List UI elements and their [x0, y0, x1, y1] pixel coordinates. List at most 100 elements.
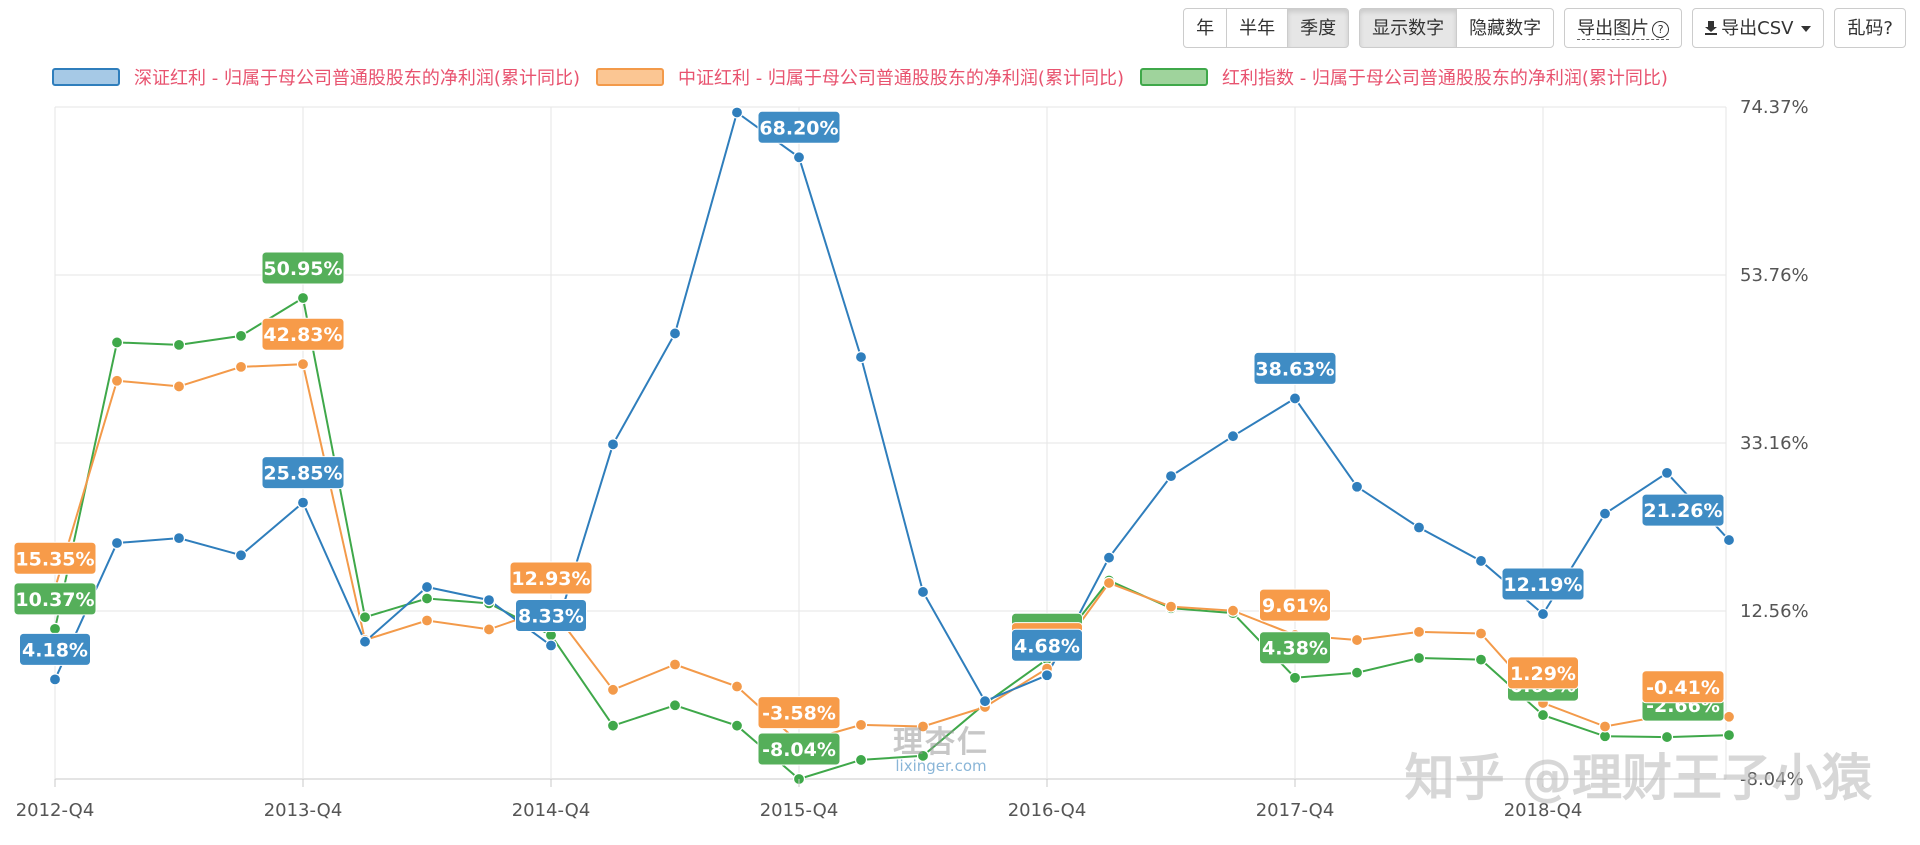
data-label-text: -0.41% [1646, 677, 1720, 699]
data-point[interactable] [48, 673, 62, 686]
data-label: 8.33% [515, 599, 587, 633]
legend-swatch-hongli [1139, 68, 1208, 86]
y-tick-label: 12.56% [1740, 601, 1809, 622]
data-point[interactable] [420, 580, 434, 594]
data-point[interactable] [606, 719, 620, 732]
data-point[interactable] [1288, 671, 1302, 684]
show-numbers-button[interactable]: 显示数字 [1359, 8, 1458, 48]
data-point[interactable] [1474, 554, 1488, 568]
y-tick-label: 74.37% [1740, 97, 1809, 118]
data-label-box [1641, 493, 1725, 527]
data-point[interactable] [420, 592, 434, 605]
data-point[interactable] [1412, 651, 1426, 665]
zhihu-watermark: 知乎 @理财王子小猿 [1404, 749, 1872, 807]
legend-item-shenzheng[interactable]: 深证红利 - 归属于母公司普通股股东的净利润(累计同比) [52, 64, 580, 90]
data-point[interactable] [1288, 392, 1302, 405]
data-point[interactable] [668, 327, 682, 340]
data-point[interactable] [1412, 625, 1426, 638]
data-point[interactable] [606, 683, 620, 696]
data-point[interactable] [1598, 720, 1612, 733]
data-point[interactable] [854, 350, 868, 364]
data-point[interactable] [1040, 669, 1054, 682]
period-half-year-button[interactable]: 半年 [1226, 8, 1289, 48]
data-point[interactable] [854, 718, 868, 731]
export-image-group: 导出图片? [1564, 8, 1683, 48]
data-point[interactable] [606, 438, 620, 451]
data-point[interactable] [1412, 521, 1426, 534]
data-point[interactable] [110, 336, 124, 349]
data-point[interactable] [1350, 666, 1364, 679]
data-point[interactable] [668, 658, 682, 671]
export-csv-button[interactable]: 导出CSV [1692, 8, 1825, 48]
data-point[interactable] [1350, 480, 1364, 493]
data-point[interactable] [172, 338, 186, 351]
data-point[interactable] [172, 532, 186, 545]
data-label-box [13, 541, 97, 575]
data-label: 12.93% [509, 561, 593, 595]
period-year-button[interactable]: 年 [1183, 8, 1228, 48]
export-csv-label: 导出CSV [1721, 18, 1794, 39]
data-point[interactable] [1226, 430, 1240, 443]
lixinger-logo-watermark: 理杏仁 lixinger.com [893, 717, 989, 775]
data-point[interactable] [1102, 551, 1116, 564]
data-point[interactable] [1660, 466, 1674, 479]
data-point[interactable] [234, 360, 248, 373]
data-point[interactable] [1722, 533, 1736, 547]
data-label-text: 1.29% [1510, 663, 1576, 685]
data-point[interactable] [1474, 653, 1488, 666]
data-point[interactable] [1350, 633, 1364, 647]
data-point[interactable] [48, 622, 62, 635]
data-label-box [1259, 631, 1331, 665]
data-label-box [1259, 588, 1331, 622]
data-point[interactable] [482, 623, 496, 636]
data-point[interactable] [916, 749, 930, 762]
garbled-help-button[interactable]: 乱码? [1834, 8, 1906, 48]
data-label: -8.04% [757, 732, 841, 766]
data-point[interactable] [482, 593, 496, 607]
x-tick-label: 2012-Q4 [16, 800, 95, 821]
data-label: 9.61% [1259, 588, 1331, 622]
legend-item-hongli[interactable]: 红利指数 - 归属于母公司普通股股东的净利润(累计同比) [1139, 64, 1668, 90]
legend-item-zhongzheng[interactable]: 中证红利 - 归属于母公司普通股股东的净利润(累计同比) [595, 64, 1124, 90]
data-point[interactable] [544, 639, 558, 652]
series-line-0 [54, 110, 1730, 703]
data-point[interactable] [916, 585, 930, 599]
x-tick-label: 2014-Q4 [512, 800, 591, 821]
data-label-box [1501, 567, 1585, 601]
data-point[interactable] [1164, 470, 1178, 483]
data-point[interactable] [1102, 576, 1116, 590]
logo-en-text: lixinger.com [895, 757, 987, 775]
data-point[interactable] [978, 695, 992, 708]
data-point[interactable] [110, 374, 124, 387]
data-point[interactable] [296, 496, 310, 509]
data-point[interactable] [1164, 600, 1178, 613]
data-point[interactable] [1536, 607, 1550, 621]
data-point[interactable] [234, 549, 248, 562]
data-point[interactable] [792, 151, 806, 164]
data-point[interactable] [172, 380, 186, 393]
data-label-box [1011, 628, 1083, 662]
data-point[interactable] [420, 614, 434, 627]
period-quarter-button[interactable]: 季度 [1287, 8, 1350, 48]
hide-numbers-button[interactable]: 隐藏数字 [1456, 8, 1555, 48]
export-image-button[interactable]: 导出图片? [1564, 8, 1683, 48]
data-point[interactable] [854, 753, 868, 767]
data-point[interactable] [730, 680, 744, 693]
data-point[interactable] [730, 106, 744, 119]
data-point[interactable] [358, 611, 372, 624]
data-point[interactable] [1474, 627, 1488, 640]
data-point[interactable] [1722, 710, 1736, 723]
data-point[interactable] [1722, 729, 1736, 742]
data-point[interactable] [296, 291, 310, 305]
data-point[interactable] [358, 635, 372, 648]
data-point[interactable] [668, 699, 682, 712]
data-point[interactable] [1536, 708, 1550, 722]
data-point[interactable] [110, 536, 124, 550]
data-point[interactable] [1660, 730, 1674, 744]
data-point[interactable] [234, 329, 248, 342]
data-point[interactable] [730, 719, 744, 732]
data-point[interactable] [1598, 507, 1612, 520]
data-point[interactable] [296, 358, 310, 371]
data-point[interactable] [916, 720, 930, 733]
data-point[interactable] [1226, 604, 1240, 617]
